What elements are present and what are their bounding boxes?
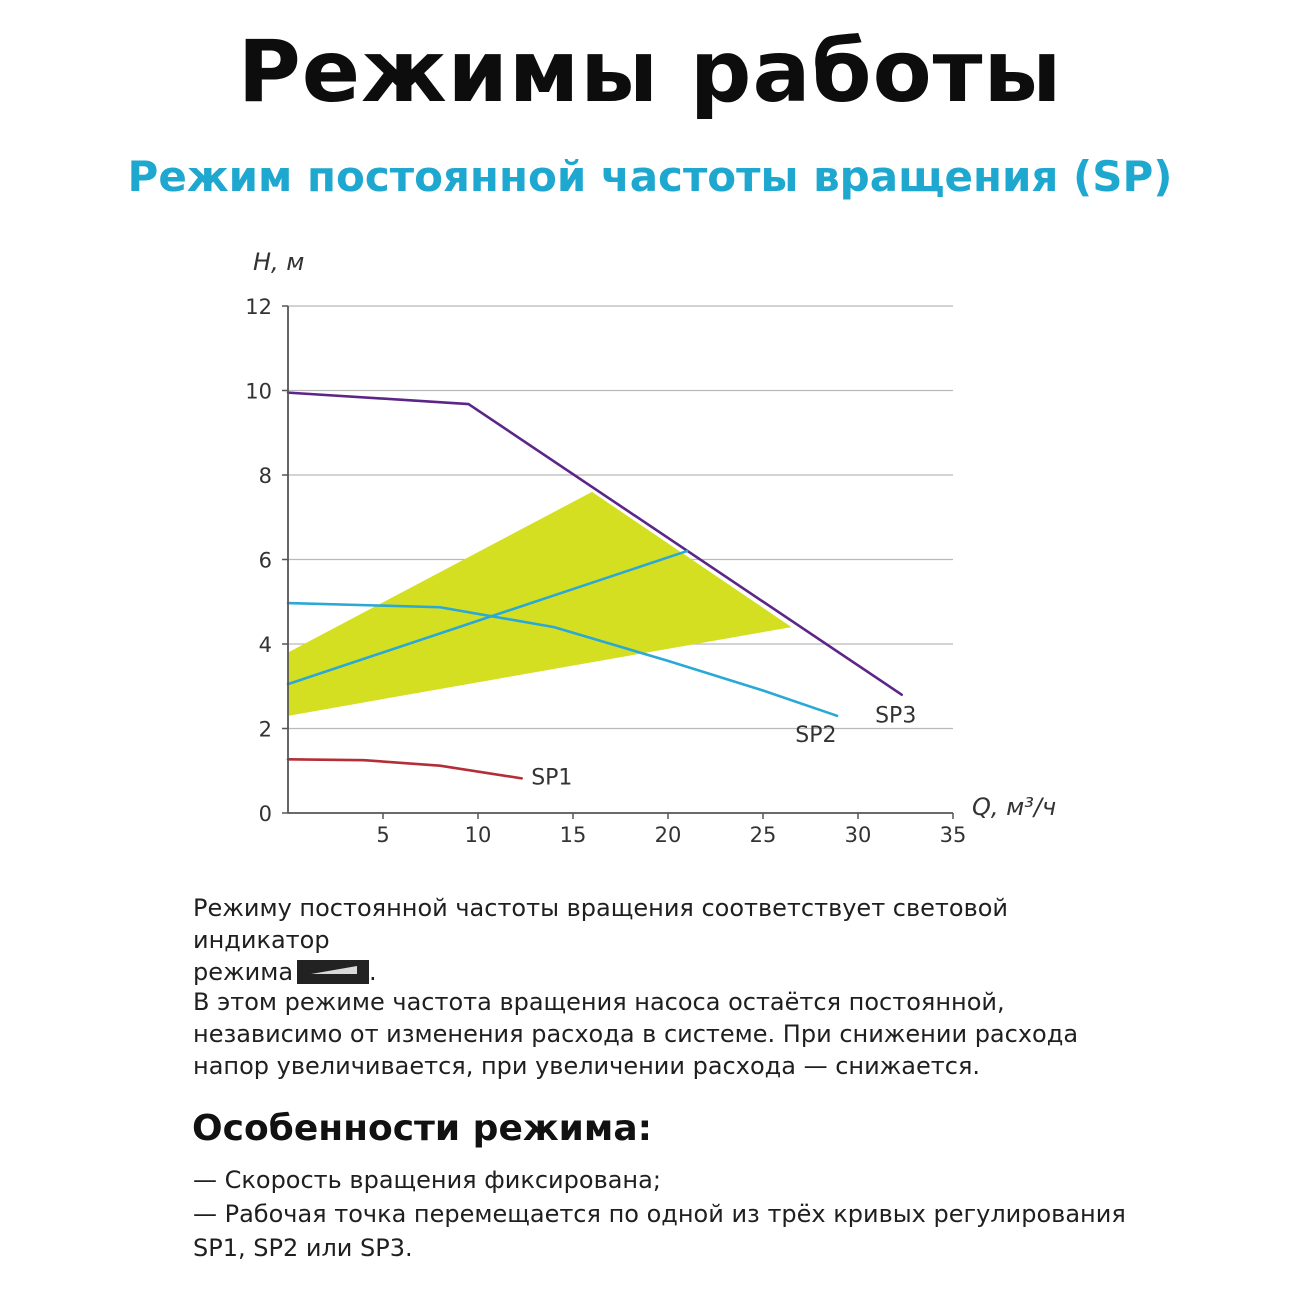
x-tick-label: 20 — [655, 823, 682, 847]
y-tick-label: 6 — [259, 549, 272, 573]
indicator-text-end: . — [369, 958, 377, 986]
y-tick-label: 2 — [259, 718, 272, 742]
system-curve-line — [286, 549, 689, 686]
y-tick-label: 8 — [259, 464, 272, 488]
description-paragraph: В этом режиме частота вращения насоса ос… — [193, 988, 1079, 1080]
series-label-sp3: SP3 — [875, 704, 916, 729]
y-tick-label: 0 — [259, 802, 272, 826]
x-tick-label: 10 — [465, 823, 492, 847]
x-tick-label: 15 — [560, 823, 587, 847]
features-item: — Рабочая точка перемещается по одной из… — [193, 1200, 1126, 1262]
y-axis-label: H, м — [253, 248, 304, 276]
y-tick-label: 12 — [245, 295, 272, 319]
y-tick-label: 4 — [259, 633, 272, 657]
series-line-sp1 — [286, 758, 524, 780]
indicator-text: Режиму постоянной частоты вращения соотв… — [193, 894, 1009, 954]
series-line-sp2 — [286, 601, 839, 718]
series-label-sp1: SP1 — [531, 765, 572, 790]
features-item: — Скорость вращения фиксирована; — [193, 1166, 661, 1194]
x-axis-label: Q, м³/ч — [972, 793, 1056, 821]
x-tick-label: 5 — [376, 823, 389, 847]
x-tick-label: 30 — [845, 823, 872, 847]
series-line-sp3 — [286, 391, 904, 697]
indicator-paragraph: Режиму постоянной частоты вращения соотв… — [193, 892, 1113, 988]
features-title: Особенности режима: — [192, 1108, 653, 1149]
y-tick-label: 10 — [245, 380, 272, 404]
indicator-text-mode: режима — [193, 958, 294, 986]
page-subtitle: Режим постоянной частоты вращения (SP) — [127, 152, 1173, 201]
x-tick-label: 35 — [940, 823, 967, 847]
features-list: — Скорость вращения фиксирована; — Рабоч… — [193, 1163, 1143, 1265]
operating-zone — [288, 491, 792, 716]
page-title: Режимы работы — [237, 22, 1063, 122]
mode-indicator-icon — [297, 960, 370, 984]
x-tick-label: 25 — [750, 823, 777, 847]
series-label-sp2: SP2 — [795, 723, 836, 748]
